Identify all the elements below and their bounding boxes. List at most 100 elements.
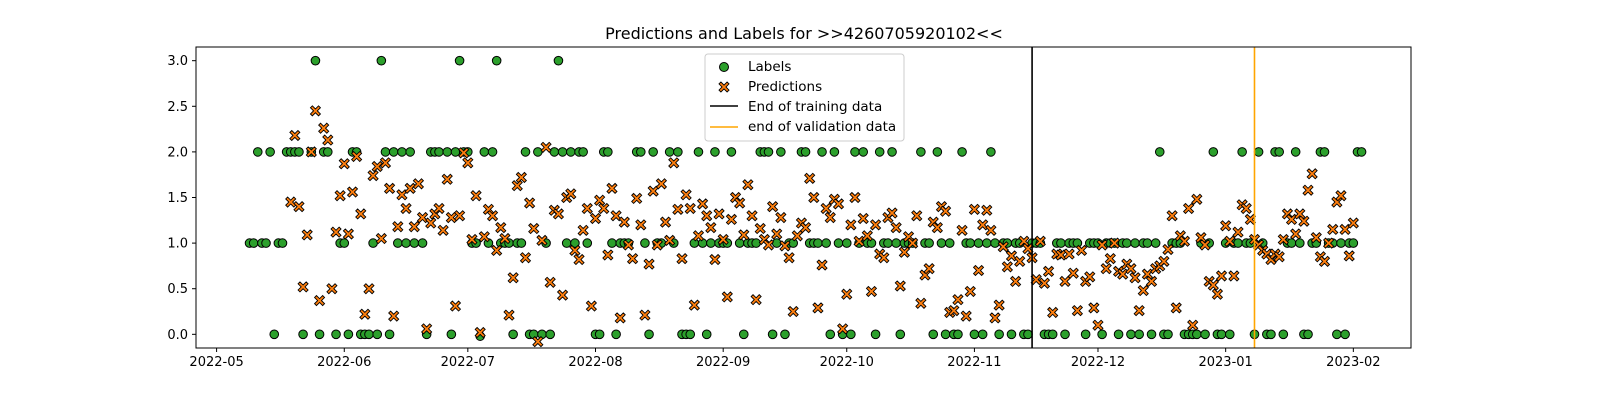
label-point	[401, 238, 411, 248]
label-point	[393, 238, 403, 248]
label-point	[1126, 329, 1136, 340]
label-point	[751, 238, 761, 248]
label-point	[734, 238, 745, 248]
prediction-point	[771, 228, 783, 240]
prediction-point	[396, 189, 408, 201]
prediction-point	[313, 294, 326, 307]
label-point	[780, 329, 790, 340]
prediction-point	[869, 219, 882, 231]
label-point	[1290, 147, 1301, 157]
prediction-point	[643, 258, 655, 270]
prediction-point	[845, 219, 857, 231]
label-point	[817, 147, 827, 157]
prediction-point	[334, 190, 346, 202]
legend-item-validation-end: end of validation data	[710, 119, 896, 135]
prediction-point	[878, 252, 890, 264]
label-point	[636, 147, 646, 157]
label-point	[1237, 147, 1247, 157]
prediction-point	[911, 210, 923, 222]
label-point	[1332, 329, 1342, 340]
prediction-point	[437, 224, 449, 236]
prediction-point	[696, 198, 709, 210]
y-tick-label: 0.5	[167, 282, 188, 297]
prediction-point	[832, 198, 845, 210]
prediction-point	[293, 200, 305, 213]
prediction-point	[1084, 271, 1096, 283]
label-point	[578, 147, 588, 157]
prediction-point	[552, 208, 565, 220]
prediction-point	[849, 191, 861, 204]
prediction-point	[618, 216, 630, 228]
label-point	[1023, 329, 1033, 340]
x-axis: 2022-05 2022-06 2022-07 2022-08 2022-09 2022-…	[189, 348, 1381, 370]
label-point	[874, 147, 885, 157]
prediction-point	[462, 157, 474, 169]
prediction-point	[466, 233, 478, 246]
prediction-point	[585, 300, 598, 312]
label-point	[776, 147, 786, 157]
label-point	[343, 329, 354, 340]
prediction-point	[824, 211, 836, 224]
prediction-point	[968, 203, 981, 215]
label-point	[1146, 329, 1157, 340]
prediction-point	[865, 285, 878, 298]
prediction-point	[981, 204, 993, 216]
x-tick-label: 2022-09	[696, 355, 750, 370]
label-point	[916, 147, 926, 157]
label-point	[969, 329, 980, 340]
label-point	[1122, 238, 1132, 248]
label-point	[981, 238, 992, 248]
label-point	[932, 147, 943, 157]
prediction-point	[305, 146, 317, 158]
prediction-point	[1104, 252, 1116, 265]
prediction-point	[1207, 279, 1219, 291]
label-point	[1097, 329, 1107, 340]
label-point	[1336, 238, 1346, 248]
prediction-point	[651, 239, 663, 251]
prediction-point	[977, 219, 989, 231]
prediction-point	[301, 229, 313, 241]
prediction-point	[478, 231, 490, 243]
label-point	[1233, 238, 1243, 248]
prediction-point	[614, 312, 626, 324]
y-tick-label: 2.5	[167, 100, 188, 115]
prediction-point	[939, 205, 952, 217]
label-point	[1340, 329, 1350, 340]
prediction-point	[1166, 210, 1178, 222]
prediction-point	[989, 312, 1001, 324]
label-point	[298, 329, 308, 340]
label-point	[409, 238, 420, 248]
prediction-point	[1088, 302, 1100, 314]
label-point	[331, 329, 341, 340]
prediction-point	[309, 105, 322, 117]
label-point	[1150, 238, 1161, 248]
prediction-point	[1302, 184, 1314, 196]
x-tick-label: 2022-08	[568, 355, 622, 370]
prediction-point	[631, 192, 643, 205]
prediction-point	[1108, 237, 1121, 249]
label-point	[1348, 238, 1359, 248]
prediction-point	[1055, 249, 1067, 261]
legend-marker-labels	[719, 62, 729, 72]
prediction-point	[713, 208, 725, 220]
label-point	[405, 147, 415, 157]
prediction-point	[1170, 302, 1182, 314]
label-point	[520, 147, 531, 157]
label-point	[1286, 238, 1297, 248]
prediction-point	[960, 310, 972, 322]
prediction-point	[701, 210, 713, 222]
prediction-point	[528, 222, 540, 235]
label-point	[553, 55, 564, 66]
prediction-point	[688, 299, 700, 311]
predictions-series	[285, 105, 1359, 348]
label-point	[603, 147, 613, 157]
prediction-point	[1133, 304, 1145, 317]
prediction-point	[985, 224, 997, 236]
prediction-point	[1071, 304, 1084, 317]
label-point	[310, 55, 321, 66]
label-point	[442, 147, 453, 157]
prediction-point	[890, 221, 902, 234]
prediction-point	[350, 150, 363, 163]
prediction-point	[841, 288, 853, 300]
prediction-point	[787, 305, 799, 318]
